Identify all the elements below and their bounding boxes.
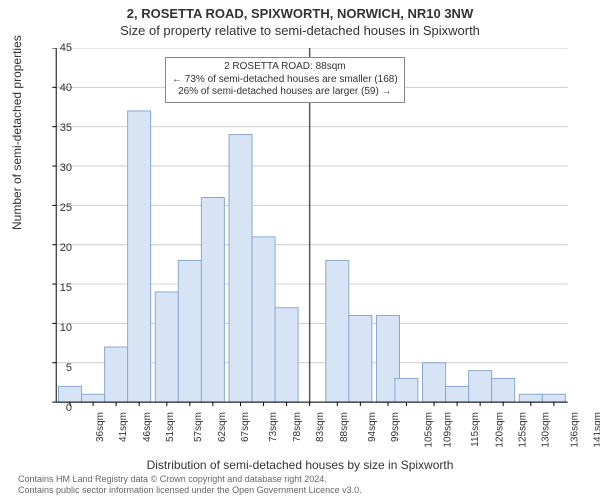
x-axis-label: Distribution of semi-detached houses by … xyxy=(0,458,600,472)
marker-annotation: 2 ROSETTA ROAD: 88sqm ← 73% of semi-deta… xyxy=(165,57,405,103)
y-tick: 35 xyxy=(52,122,72,134)
annotation-line2: ← 73% of semi-detached houses are smalle… xyxy=(172,74,398,87)
x-tick: 94sqm xyxy=(367,412,378,442)
x-tick: 136sqm xyxy=(569,412,580,448)
x-tick: 57sqm xyxy=(193,412,204,442)
x-tick: 125sqm xyxy=(518,412,529,448)
x-tick: 115sqm xyxy=(470,412,481,447)
y-tick: 40 xyxy=(52,82,72,94)
chart-container: 2, ROSETTA ROAD, SPIXWORTH, NORWICH, NR1… xyxy=(0,0,600,500)
y-tick: 15 xyxy=(52,282,72,294)
x-tick: 141sqm xyxy=(593,412,600,448)
chart-title: 2, ROSETTA ROAD, SPIXWORTH, NORWICH, NR1… xyxy=(0,0,600,21)
x-tick: 46sqm xyxy=(142,412,153,442)
y-tick: 45 xyxy=(52,42,72,54)
x-tick: 51sqm xyxy=(165,412,176,442)
footnote-line1: Contains HM Land Registry data © Crown c… xyxy=(18,474,362,485)
y-tick: 30 xyxy=(52,162,72,174)
annotation-line3: 26% of semi-detached houses are larger (… xyxy=(172,86,398,99)
x-tick: 83sqm xyxy=(315,412,326,442)
x-tick: 41sqm xyxy=(118,412,129,442)
x-tick: 105sqm xyxy=(424,412,435,448)
y-tick: 10 xyxy=(52,322,72,334)
x-tick: 73sqm xyxy=(268,412,279,442)
y-tick: 25 xyxy=(52,202,72,214)
footnote-line2: Contains public sector information licen… xyxy=(18,485,362,496)
y-tick: 5 xyxy=(52,362,72,374)
x-tick: 62sqm xyxy=(217,412,228,442)
chart-subtitle: Size of property relative to semi-detach… xyxy=(0,21,600,38)
x-tick: 109sqm xyxy=(443,412,454,448)
x-tick: 99sqm xyxy=(390,412,401,442)
y-axis-label: Number of semi-detached properties xyxy=(10,35,24,230)
y-tick: 20 xyxy=(52,242,72,254)
x-tick: 130sqm xyxy=(541,412,552,448)
footnote: Contains HM Land Registry data © Crown c… xyxy=(18,474,362,496)
annotation-line1: 2 ROSETTA ROAD: 88sqm xyxy=(172,61,398,74)
x-tick: 78sqm xyxy=(292,412,303,442)
x-tick: 36sqm xyxy=(95,412,106,442)
x-tick: 67sqm xyxy=(240,412,251,442)
x-tick: 88sqm xyxy=(339,412,350,442)
y-tick: 0 xyxy=(52,402,72,414)
x-tick: 120sqm xyxy=(494,412,505,448)
